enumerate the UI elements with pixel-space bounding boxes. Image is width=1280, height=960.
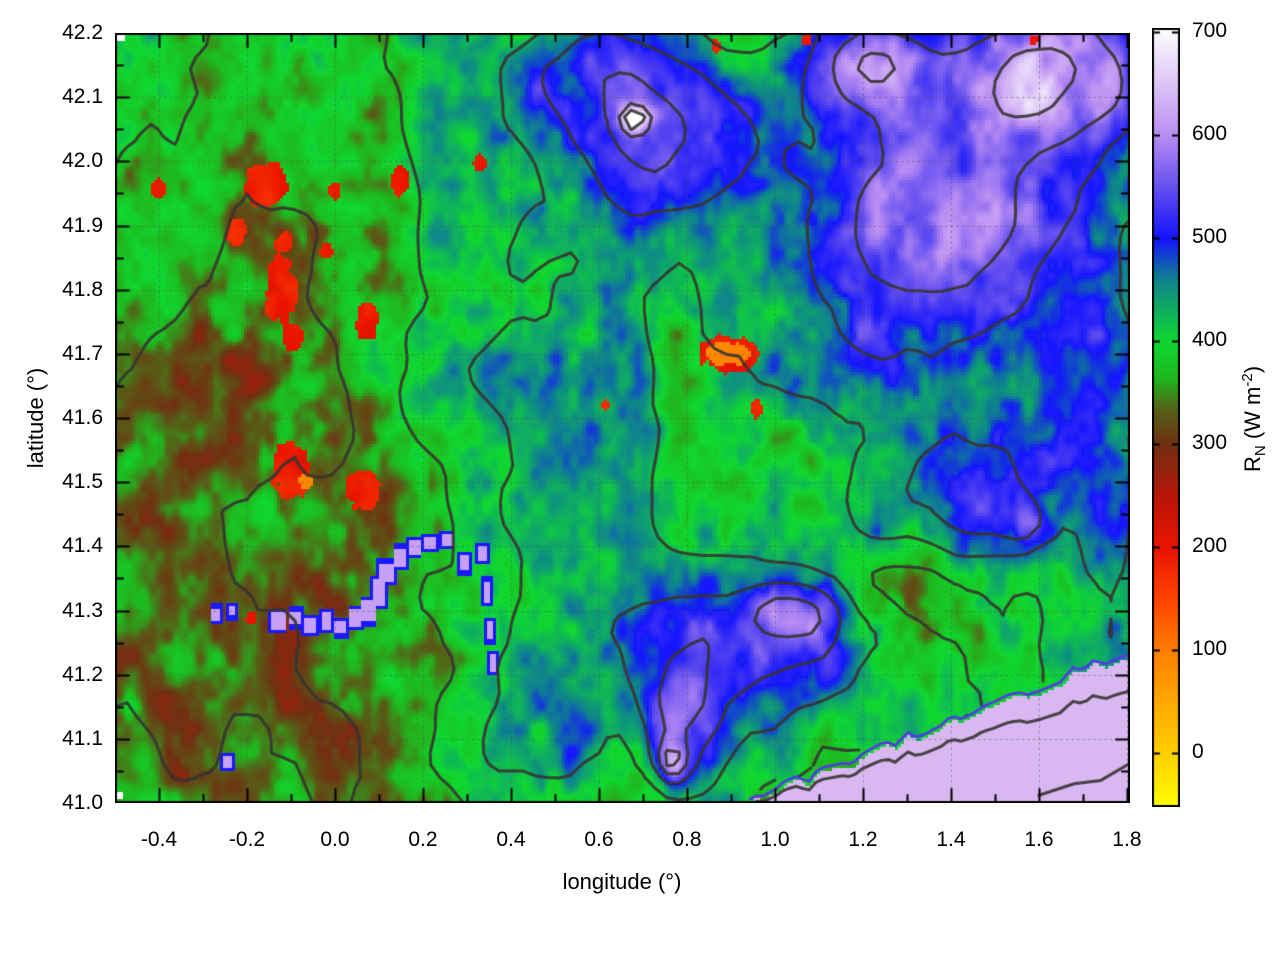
x-tick-label: 0.4 bbox=[496, 828, 526, 851]
y-tick-label: 42.2 bbox=[62, 21, 103, 44]
x-tick-label: 0.6 bbox=[584, 828, 614, 851]
x-tick-label: 1.4 bbox=[936, 828, 966, 851]
y-tick-label: 41.4 bbox=[62, 534, 103, 558]
y-tick-label: 41.5 bbox=[62, 470, 103, 494]
y-tick-label: 41.6 bbox=[62, 406, 103, 429]
x-tick-label: 0.0 bbox=[320, 828, 350, 851]
x-axis-label: longitude (°) bbox=[562, 869, 682, 894]
colorbar-tick-label: 100 bbox=[1192, 637, 1228, 661]
colorbar-label-superscript: -2 bbox=[1239, 373, 1256, 387]
x-tick-label: -0.2 bbox=[228, 828, 266, 851]
x-tick-label: -0.4 bbox=[140, 828, 178, 851]
colorbar-tick-label: 300 bbox=[1192, 431, 1228, 455]
y-tick-label: 41.9 bbox=[62, 213, 103, 237]
x-tick-label: 1.2 bbox=[848, 828, 878, 851]
x-tick-label: 1.6 bbox=[1024, 828, 1054, 851]
colorbar-tick-label: 600 bbox=[1192, 122, 1228, 146]
colorbar-tick-label: 0 bbox=[1192, 740, 1204, 764]
colorbar-axis-label: RN (W m-2) bbox=[1239, 365, 1269, 473]
colorbar-label-subscript: N bbox=[1252, 445, 1269, 457]
y-axis-label: latitude (°) bbox=[23, 367, 48, 469]
heatmap-canvas bbox=[115, 33, 1130, 803]
x-tick-label: 0.2 bbox=[408, 828, 438, 851]
y-tick-label: 41.7 bbox=[62, 341, 103, 365]
y-tick-label: 41.0 bbox=[62, 791, 103, 814]
y-tick-label: 42.0 bbox=[62, 149, 103, 173]
y-tick-label: 41.2 bbox=[62, 662, 103, 686]
colorbar-tick-label: 500 bbox=[1192, 225, 1228, 249]
x-tick-label: 1.0 bbox=[760, 828, 790, 851]
colorbar-tick-label: 400 bbox=[1192, 328, 1228, 352]
y-tick-label: 41.1 bbox=[62, 726, 103, 750]
colorbar-tick-label: 200 bbox=[1192, 534, 1228, 558]
y-tick-label: 41.3 bbox=[62, 598, 103, 622]
x-tick-label: 0.8 bbox=[672, 828, 702, 851]
y-tick-label: 42.1 bbox=[62, 85, 103, 109]
colorbar-canvas bbox=[1152, 28, 1180, 807]
colorbar-tick-label: 700 bbox=[1192, 19, 1228, 43]
y-tick-label: 41.8 bbox=[62, 277, 103, 301]
x-tick-label: 1.8 bbox=[1112, 828, 1142, 851]
